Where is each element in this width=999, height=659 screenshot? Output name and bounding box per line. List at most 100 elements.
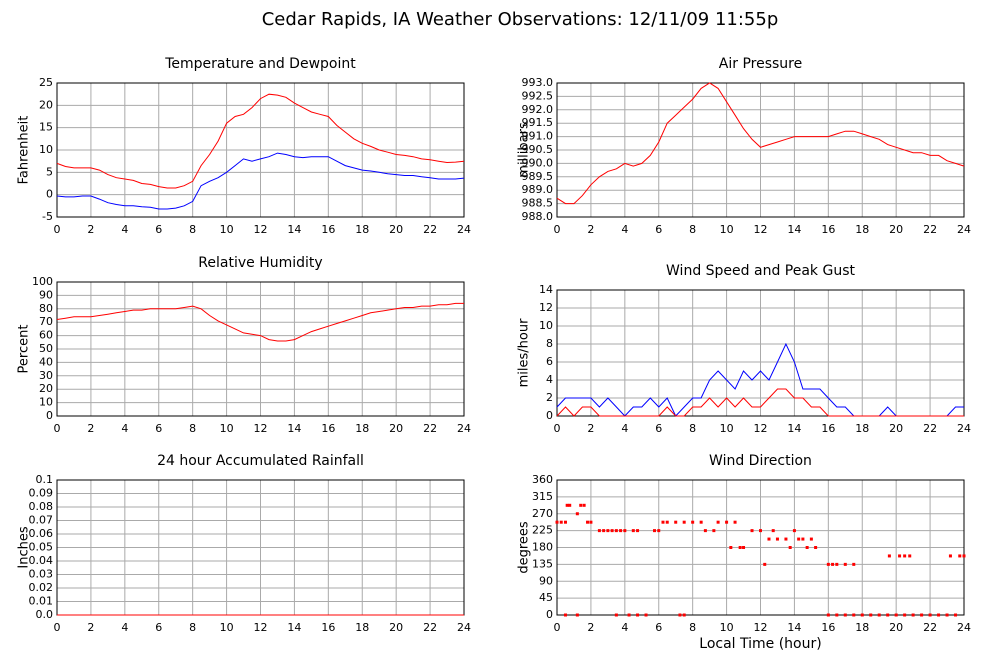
x-tick-label: 8 [189, 223, 196, 236]
x-tick-label: 12 [254, 621, 268, 634]
scatter-point [805, 546, 809, 549]
x-tick-label: 14 [787, 422, 801, 435]
x-tick-label: 22 [423, 223, 437, 236]
x-tick-label: 14 [787, 621, 801, 634]
scatter-point [682, 520, 686, 524]
x-tick-label: 2 [87, 621, 94, 634]
x-tick-label: 4 [121, 223, 128, 236]
y-tick-label: 0 [546, 608, 553, 621]
x-tick-label: 2 [87, 223, 94, 236]
scatter-point [767, 537, 771, 541]
x-tick-label: 12 [254, 422, 268, 435]
y-tick-label: 8 [546, 337, 553, 350]
x-tick-label: 6 [155, 422, 162, 435]
scatter-point [606, 529, 610, 533]
plot-frame [556, 289, 965, 417]
y-tick-label: 40 [39, 355, 53, 368]
y-tick-label: 80 [39, 302, 53, 315]
scatter-point [962, 554, 966, 558]
scatter-point [911, 613, 915, 617]
scatter-point [653, 529, 657, 533]
scatter-point [908, 554, 912, 558]
scatter-point [703, 529, 707, 533]
y-axis-label: degrees [517, 521, 532, 574]
x-tick-label: 14 [287, 223, 301, 236]
panel-title: Air Pressure [719, 56, 802, 72]
y-tick-label: 60 [39, 329, 53, 342]
scatter-point [682, 613, 686, 617]
x-tick-label: 8 [689, 621, 696, 634]
scatter-point [886, 613, 890, 617]
x-tick-label: 2 [587, 422, 594, 435]
scatter-point [742, 546, 746, 549]
scatter-point [678, 613, 682, 617]
y-tick-label: 0.06 [29, 527, 54, 540]
scatter-point [674, 520, 678, 524]
scatter-point [610, 529, 614, 533]
scatter-point [738, 546, 742, 549]
scatter-point [579, 503, 583, 507]
scatter-point [801, 537, 805, 541]
y-tick-label: 0.05 [29, 541, 54, 554]
scatter-point [887, 554, 891, 558]
x-tick-label: 10 [220, 621, 234, 634]
y-tick-label: 990.0 [522, 156, 554, 169]
x-tick-label: 4 [621, 223, 628, 236]
scatter-point [788, 546, 792, 549]
x-tick-label: 22 [423, 422, 437, 435]
y-tick-label: 10 [539, 319, 553, 332]
y-tick-label: 20 [39, 382, 53, 395]
x-tick-label: 2 [587, 223, 594, 236]
scatter-point [559, 520, 563, 524]
y-tick-label: 991.5 [522, 116, 554, 129]
scatter-point [792, 529, 796, 533]
scatter-point [826, 613, 830, 617]
scatter-point [835, 613, 839, 617]
scatter-point [729, 546, 733, 549]
scatter-point [733, 520, 737, 524]
scatter-point [636, 529, 640, 533]
x-tick-label: 20 [389, 223, 403, 236]
panel-title: Wind Speed and Peak Gust [666, 263, 855, 279]
y-axis-label: Fahrenheit [17, 116, 32, 185]
scatter-point [563, 520, 567, 524]
y-tick-label: 10 [39, 143, 53, 156]
x-tick-label: 12 [254, 223, 268, 236]
x-tick-label: 10 [720, 621, 734, 634]
y-tick-label: 360 [532, 473, 553, 486]
scatter-point [597, 529, 601, 533]
x-tick-label: 20 [889, 422, 903, 435]
y-axis-label: miles/hour [517, 318, 532, 387]
scatter-point [814, 546, 818, 549]
scatter-point [835, 562, 839, 566]
x-tick-label: 16 [821, 621, 835, 634]
y-tick-label: 0.01 [29, 595, 54, 608]
scatter-point [644, 613, 648, 617]
scatter-point [691, 520, 695, 524]
y-tick-label: 0.04 [29, 554, 54, 567]
scatter-point [712, 529, 716, 533]
x-tick-label: 12 [754, 621, 768, 634]
y-tick-label: 0.03 [29, 568, 54, 581]
x-tick-label: 16 [821, 422, 835, 435]
x-tick-label: 4 [121, 621, 128, 634]
scatter-point [759, 529, 762, 533]
y-tick-label: 4 [546, 373, 553, 386]
x-tick-label: 4 [621, 422, 628, 435]
x-tick-label: 6 [155, 621, 162, 634]
y-tick-label: 0 [46, 409, 53, 422]
x-tick-label: 0 [554, 621, 561, 634]
x-tick-label: 0 [554, 223, 561, 236]
y-tick-label: 989.5 [522, 170, 554, 183]
x-tick-label: 10 [720, 223, 734, 236]
y-tick-label: 989.0 [522, 183, 554, 196]
x-tick-label: 20 [889, 621, 903, 634]
scatter-point [860, 613, 864, 617]
x-tick-label: 10 [720, 422, 734, 435]
x-tick-label: 0 [54, 223, 61, 236]
x-tick-label: 8 [689, 422, 696, 435]
x-tick-label: 14 [787, 223, 801, 236]
x-tick-label: 24 [457, 621, 471, 634]
